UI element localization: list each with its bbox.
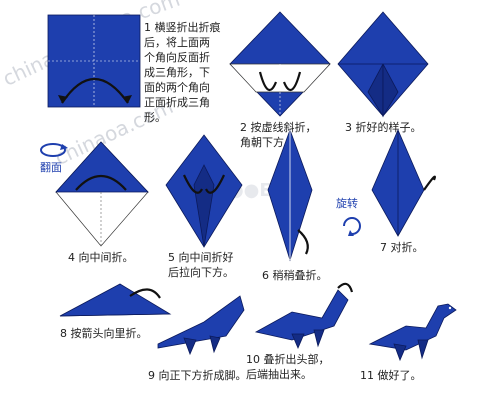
step6-diagram	[267, 128, 313, 262]
step2-diagram	[229, 11, 331, 117]
step4-diagram	[55, 141, 149, 247]
step3-text: 3 折好的样子。	[345, 121, 422, 134]
step9-text: 9 向正下方折成脚。	[148, 369, 247, 382]
step10-text: 10 叠折出头部， 后端抽出来。	[246, 353, 330, 381]
step7-text: 7 对折。	[380, 241, 424, 254]
step5-diagram	[165, 134, 243, 248]
rotate-label: 旋转	[336, 197, 358, 210]
step5-text: 5 向中间折好 后拉向下方。	[168, 251, 234, 279]
step8-text: 8 按箭头向里折。	[60, 327, 148, 340]
step6-text: 6 稍稍叠折。	[262, 269, 328, 282]
step11-diagram	[368, 303, 457, 362]
step3-diagram	[337, 11, 429, 118]
step1-text: 1 横竖折出折痕 后，将上面两 个角向反面折 成三角形，下 面的两个角向 正面折…	[144, 21, 221, 124]
step8-diagram	[59, 283, 172, 317]
step7-diagram	[371, 128, 436, 237]
rotate-icon	[343, 217, 361, 236]
step10-diagram	[254, 282, 354, 350]
step9-diagram	[157, 295, 245, 356]
step11-text: 11 做好了。	[360, 369, 422, 382]
flip-label: 翻面	[40, 161, 62, 174]
step1-diagram	[47, 14, 141, 108]
step4-text: 4 向中间折。	[68, 251, 134, 264]
flip-icon	[40, 143, 68, 157]
step2-text: 2 按虚线斜折， 角朝下方。	[240, 121, 317, 149]
